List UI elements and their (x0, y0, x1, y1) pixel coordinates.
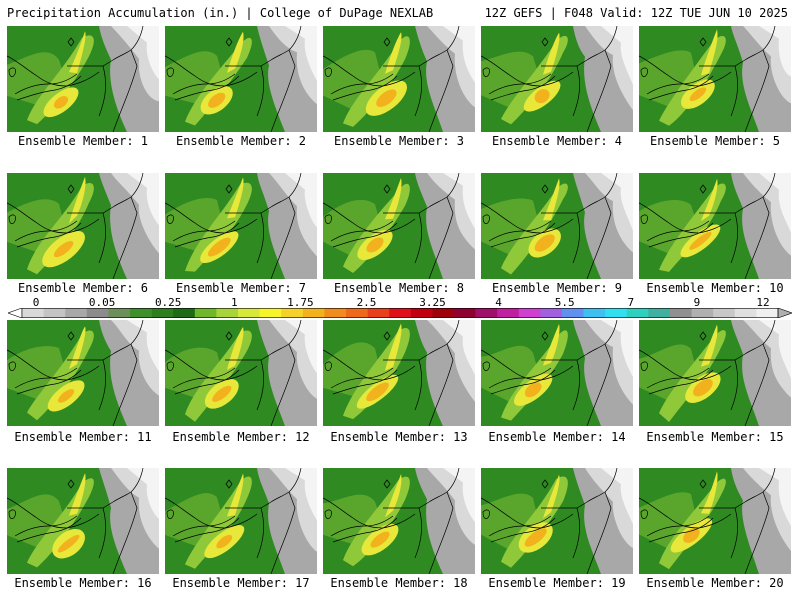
colorbar-legend: 0 0.05 0.25 1 1.75 2.5 3.25 4 5.5 7 9 12 (0, 296, 800, 322)
ensemble-map-7 (165, 173, 317, 279)
colorbar-swatch (626, 308, 649, 318)
colorbar-tick-label: 2.5 (356, 296, 377, 309)
ensemble-member-label: Ensemble Member: 9 (491, 281, 623, 295)
ensemble-map-4 (481, 26, 633, 132)
ensemble-map-13 (323, 320, 475, 426)
ensemble-member-label: Ensemble Member: 6 (17, 281, 149, 295)
colorbar-swatch (173, 308, 196, 318)
ensemble-map-19 (481, 468, 633, 574)
ensemble-member-label: Ensemble Member: 19 (488, 576, 626, 590)
colorbar-swatch (605, 308, 628, 318)
colorbar-swatch (302, 308, 325, 318)
colorbar-swatch (432, 308, 455, 318)
colorbar-tick-label: 0.25 (154, 296, 182, 309)
ensemble-member-label: Ensemble Member: 2 (175, 134, 307, 148)
colorbar-swatch (670, 308, 692, 318)
colorbar-swatch (65, 308, 88, 318)
ensemble-member-label: Ensemble Member: 5 (649, 134, 781, 148)
ensemble-member-label: Ensemble Member: 17 (172, 576, 310, 590)
colorbar-swatch (367, 308, 390, 318)
colorbar-swatch (389, 308, 412, 318)
colorbar-swatch (194, 308, 217, 318)
colorbar-swatch (281, 308, 304, 318)
ensemble-map-1 (7, 26, 159, 132)
ensemble-map-3 (323, 26, 475, 132)
colorbar-tick-label: 4 (495, 296, 502, 309)
ensemble-member-label: Ensemble Member: 11 (14, 430, 152, 444)
colorbar-swatch (238, 308, 260, 318)
ensemble-map-17 (165, 468, 317, 574)
ensemble-member-label: Ensemble Member: 16 (14, 576, 152, 590)
colorbar-swatch (454, 308, 476, 318)
ensemble-member-label: Ensemble Member: 1 (17, 134, 149, 148)
ensemble-map-9 (481, 173, 633, 279)
colorbar-swatch (410, 308, 433, 318)
ensemble-map-12 (165, 320, 317, 426)
ensemble-map-8 (323, 173, 475, 279)
colorbar (8, 308, 792, 318)
ensemble-member-label: Ensemble Member: 7 (175, 281, 307, 295)
colorbar-tick-label: 0.05 (88, 296, 116, 309)
colorbar-swatch (648, 308, 671, 318)
page-title: Precipitation Accumulation (in.) | Colle… (7, 6, 434, 20)
colorbar-left-arrow (8, 308, 23, 318)
ensemble-member-label: Ensemble Member: 4 (491, 134, 623, 148)
colorbar-tick-label: 1 (230, 296, 238, 309)
colorbar-swatch (583, 308, 606, 318)
ensemble-map-10 (639, 173, 791, 279)
colorbar-swatch (691, 308, 714, 318)
colorbar-swatch (43, 308, 66, 318)
colorbar-tick-label: 1.75 (287, 296, 314, 309)
ensemble-map-5 (639, 26, 791, 132)
colorbar-swatch (324, 308, 347, 318)
colorbar-tick-label: 9 (693, 296, 701, 309)
colorbar-right-arrow (777, 308, 792, 318)
ensemble-member-label: Ensemble Member: 13 (330, 430, 468, 444)
ensemble-member-label: Ensemble Member: 15 (646, 430, 784, 444)
ensemble-member-label: Ensemble Member: 8 (333, 281, 465, 295)
colorbar-tick-label: 5.5 (554, 296, 575, 309)
model-run-info: 12Z GEFS | F048 Valid: 12Z TUE JUN 10 20… (484, 6, 788, 20)
colorbar-swatch (497, 308, 520, 318)
colorbar-swatch (713, 308, 736, 318)
ensemble-map-11 (7, 320, 159, 426)
colorbar-swatch (346, 308, 368, 318)
colorbar-tick-label: 12 (756, 296, 770, 309)
colorbar-swatch (151, 308, 174, 318)
colorbar-swatch (562, 308, 584, 318)
colorbar-swatch (130, 308, 152, 318)
ensemble-member-label: Ensemble Member: 18 (330, 576, 468, 590)
ensemble-map-20 (639, 468, 791, 574)
colorbar-swatch (518, 308, 541, 318)
ensemble-map-6 (7, 173, 159, 279)
ensemble-map-14 (481, 320, 633, 426)
ensemble-map-2 (165, 26, 317, 132)
colorbar-swatch (259, 308, 282, 318)
colorbar-swatch (540, 308, 563, 318)
colorbar-swatch (734, 308, 757, 318)
ensemble-map-18 (323, 468, 475, 574)
ensemble-member-label: Ensemble Member: 3 (333, 134, 465, 148)
colorbar-tick-label: 3.25 (419, 296, 446, 309)
ensemble-member-label: Ensemble Member: 12 (172, 430, 310, 444)
colorbar-swatch (216, 308, 239, 318)
ensemble-map-15 (639, 320, 791, 426)
colorbar-swatch (86, 308, 109, 318)
ensemble-member-label: Ensemble Member: 10 (646, 281, 784, 295)
ensemble-member-label: Ensemble Member: 20 (646, 576, 784, 590)
colorbar-swatch (22, 308, 44, 318)
ensemble-map-16 (7, 468, 159, 574)
colorbar-swatch (108, 308, 131, 318)
colorbar-swatch (756, 308, 779, 318)
ensemble-member-label: Ensemble Member: 14 (488, 430, 626, 444)
colorbar-tick-label: 7 (627, 296, 635, 309)
colorbar-tick-label: 0 (32, 296, 40, 309)
colorbar-swatch (475, 308, 498, 318)
